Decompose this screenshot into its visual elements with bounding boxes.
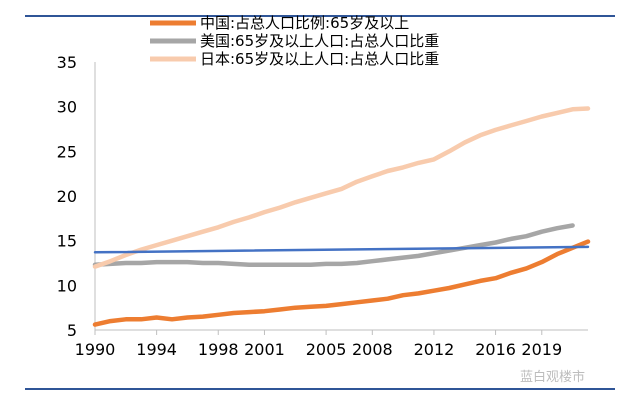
- legend: 中国:占总人口比例:65岁及以上美国:65岁及以上人口:占总人口比重日本:65岁…: [150, 14, 439, 68]
- x-tick-label: 1994: [136, 340, 177, 359]
- x-tick-label: 2019: [521, 340, 562, 359]
- x-tick-label: 1990: [75, 340, 116, 359]
- series-line-2: [92, 106, 591, 269]
- series-lines: [92, 106, 591, 327]
- y-tick-label: 30: [57, 98, 77, 117]
- legend-label-0: 中国:占总人口比例:65岁及以上: [200, 14, 409, 32]
- y-tick-label: 10: [57, 276, 77, 295]
- y-tick-label: 15: [57, 232, 77, 251]
- y-tick-label: 20: [57, 187, 77, 206]
- legend-label-2: 日本:65岁及以上人口:占总人口比重: [200, 50, 439, 68]
- legend-label-1: 美国:65岁及以上人口:占总人口比重: [200, 32, 439, 50]
- series-line-0: [92, 239, 591, 327]
- x-tick-label: 2008: [352, 340, 393, 359]
- x-tick-label: 2016: [475, 340, 516, 359]
- x-tick-label: 1998: [198, 340, 239, 359]
- y-tick-label: 25: [57, 142, 77, 161]
- series-line-3: [93, 245, 590, 254]
- x-tick-label: 2005: [306, 340, 347, 359]
- x-tick-label: 2012: [414, 340, 455, 359]
- y-tick-label: 35: [57, 53, 77, 72]
- series-line-1: [92, 223, 575, 268]
- y-tick-label: 5: [67, 321, 77, 340]
- axes: 5 10 15 20 25 30 35 1990 1994 1998 2001 2005 2008 201…: [57, 53, 588, 359]
- watermark: 蓝白观楼市: [520, 369, 585, 385]
- x-tick-label: 2001: [244, 340, 285, 359]
